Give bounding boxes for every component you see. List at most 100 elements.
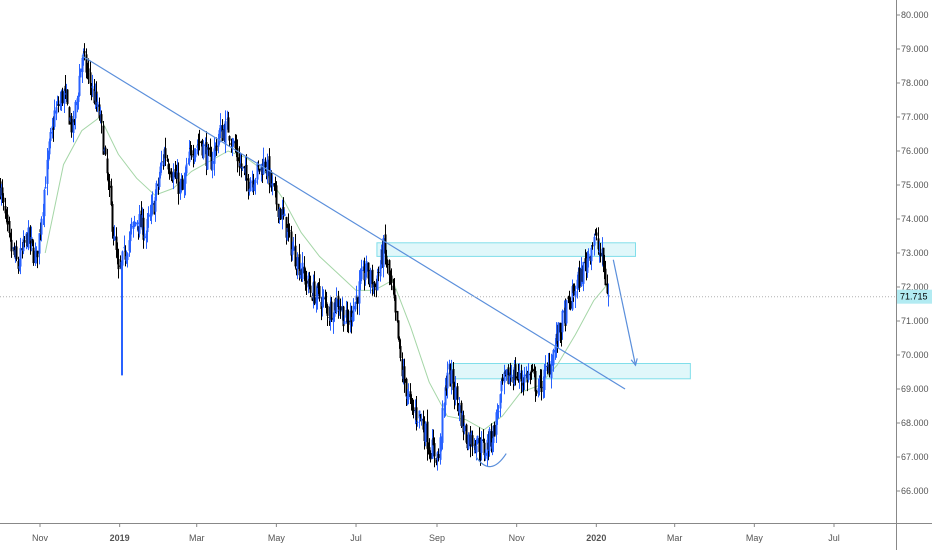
- y-tick-label: 67.000: [901, 452, 929, 462]
- candle-up: [48, 141, 51, 155]
- candle-up: [552, 350, 555, 365]
- candle-up: [476, 435, 479, 444]
- candle-down: [177, 172, 180, 194]
- y-tick-label: 78.000: [901, 78, 929, 88]
- candle-up: [130, 226, 133, 228]
- candle-up: [19, 248, 22, 267]
- candle-up: [188, 151, 191, 163]
- candle-down: [531, 368, 534, 371]
- candle-down: [493, 424, 496, 437]
- candle-up: [467, 434, 470, 449]
- candle-up: [179, 181, 182, 194]
- candle-down: [386, 263, 389, 265]
- candle-down: [559, 322, 562, 333]
- candle-down: [95, 91, 98, 105]
- projection-arrow-line: [612, 259, 637, 366]
- candle-up: [505, 369, 508, 376]
- candle-up: [491, 442, 494, 449]
- candle-up: [256, 163, 259, 180]
- candle-down: [330, 301, 333, 320]
- candle-down: [83, 51, 86, 54]
- candle-down: [539, 376, 542, 378]
- candle-down: [236, 148, 239, 162]
- candle-down: [230, 142, 233, 145]
- candle-down: [70, 115, 73, 133]
- candle-up: [79, 68, 82, 78]
- candle-down: [324, 297, 327, 300]
- candle-up: [593, 236, 596, 246]
- candle-down: [452, 369, 455, 391]
- candle-down: [350, 310, 353, 323]
- candle-down: [535, 390, 538, 394]
- candle-up: [292, 247, 295, 251]
- candle-down: [303, 266, 306, 274]
- candle-up: [136, 222, 139, 224]
- candle-up: [550, 361, 553, 379]
- candle-up: [444, 387, 447, 406]
- candle-down: [309, 285, 312, 293]
- y-tick-label: 77.000: [901, 112, 929, 122]
- candle-down: [305, 280, 308, 284]
- candle-down: [595, 232, 598, 236]
- candle-down: [32, 247, 35, 264]
- candle-down: [415, 407, 418, 421]
- support-zone: [452, 363, 691, 380]
- candle-down: [569, 301, 572, 309]
- y-tick-label: 74.000: [901, 214, 929, 224]
- candle-down: [384, 234, 387, 254]
- candle-up: [291, 249, 294, 255]
- candle-up: [424, 423, 427, 442]
- candle-up: [96, 101, 99, 107]
- candle-up: [586, 258, 589, 273]
- moving-average-line: [44, 116, 609, 431]
- x-tick-label: Mar: [667, 533, 683, 543]
- candle-down: [197, 144, 200, 146]
- candle-down: [409, 391, 412, 398]
- y-tick-label: 79.000: [901, 44, 929, 54]
- candle-down: [108, 181, 111, 188]
- candle-down: [90, 87, 93, 90]
- candle-down: [560, 333, 563, 335]
- candle-up: [196, 145, 199, 148]
- candle-up: [147, 215, 150, 217]
- candle-down: [516, 376, 519, 379]
- candle-down: [426, 421, 429, 449]
- candle-up: [407, 393, 410, 400]
- candle-down: [396, 311, 399, 322]
- candle-down: [215, 145, 218, 151]
- candle-down: [428, 447, 431, 454]
- candle-down: [66, 89, 69, 104]
- candle-up: [376, 275, 379, 291]
- candle-up: [510, 374, 513, 378]
- candle-up: [475, 445, 478, 453]
- candle-down: [397, 320, 400, 339]
- price-zones: [376, 242, 691, 380]
- candle-up: [364, 272, 367, 280]
- candle-down: [432, 438, 435, 446]
- candle-down: [247, 178, 250, 192]
- candle-down: [346, 309, 349, 323]
- candle-up: [283, 213, 286, 217]
- candle-down: [279, 208, 282, 220]
- candle-down: [422, 418, 425, 430]
- candle-down: [228, 136, 231, 141]
- candle-up: [129, 231, 132, 242]
- candle-down: [243, 166, 246, 169]
- candle-down: [209, 147, 212, 157]
- candle-down: [4, 206, 7, 214]
- candle-up: [194, 149, 197, 158]
- y-tick-label: 75.000: [901, 180, 929, 190]
- x-tick-label: 2019: [110, 533, 130, 543]
- candle-down: [36, 250, 39, 258]
- candle-up: [43, 189, 46, 217]
- candle-up: [565, 300, 568, 324]
- candle-down: [15, 246, 18, 260]
- candle-up: [315, 295, 318, 305]
- candle-up: [450, 370, 453, 384]
- candle-up: [143, 236, 146, 238]
- candle-down: [604, 268, 607, 286]
- candle-up: [214, 144, 217, 147]
- candle-up: [63, 89, 66, 104]
- candle-up: [527, 372, 530, 380]
